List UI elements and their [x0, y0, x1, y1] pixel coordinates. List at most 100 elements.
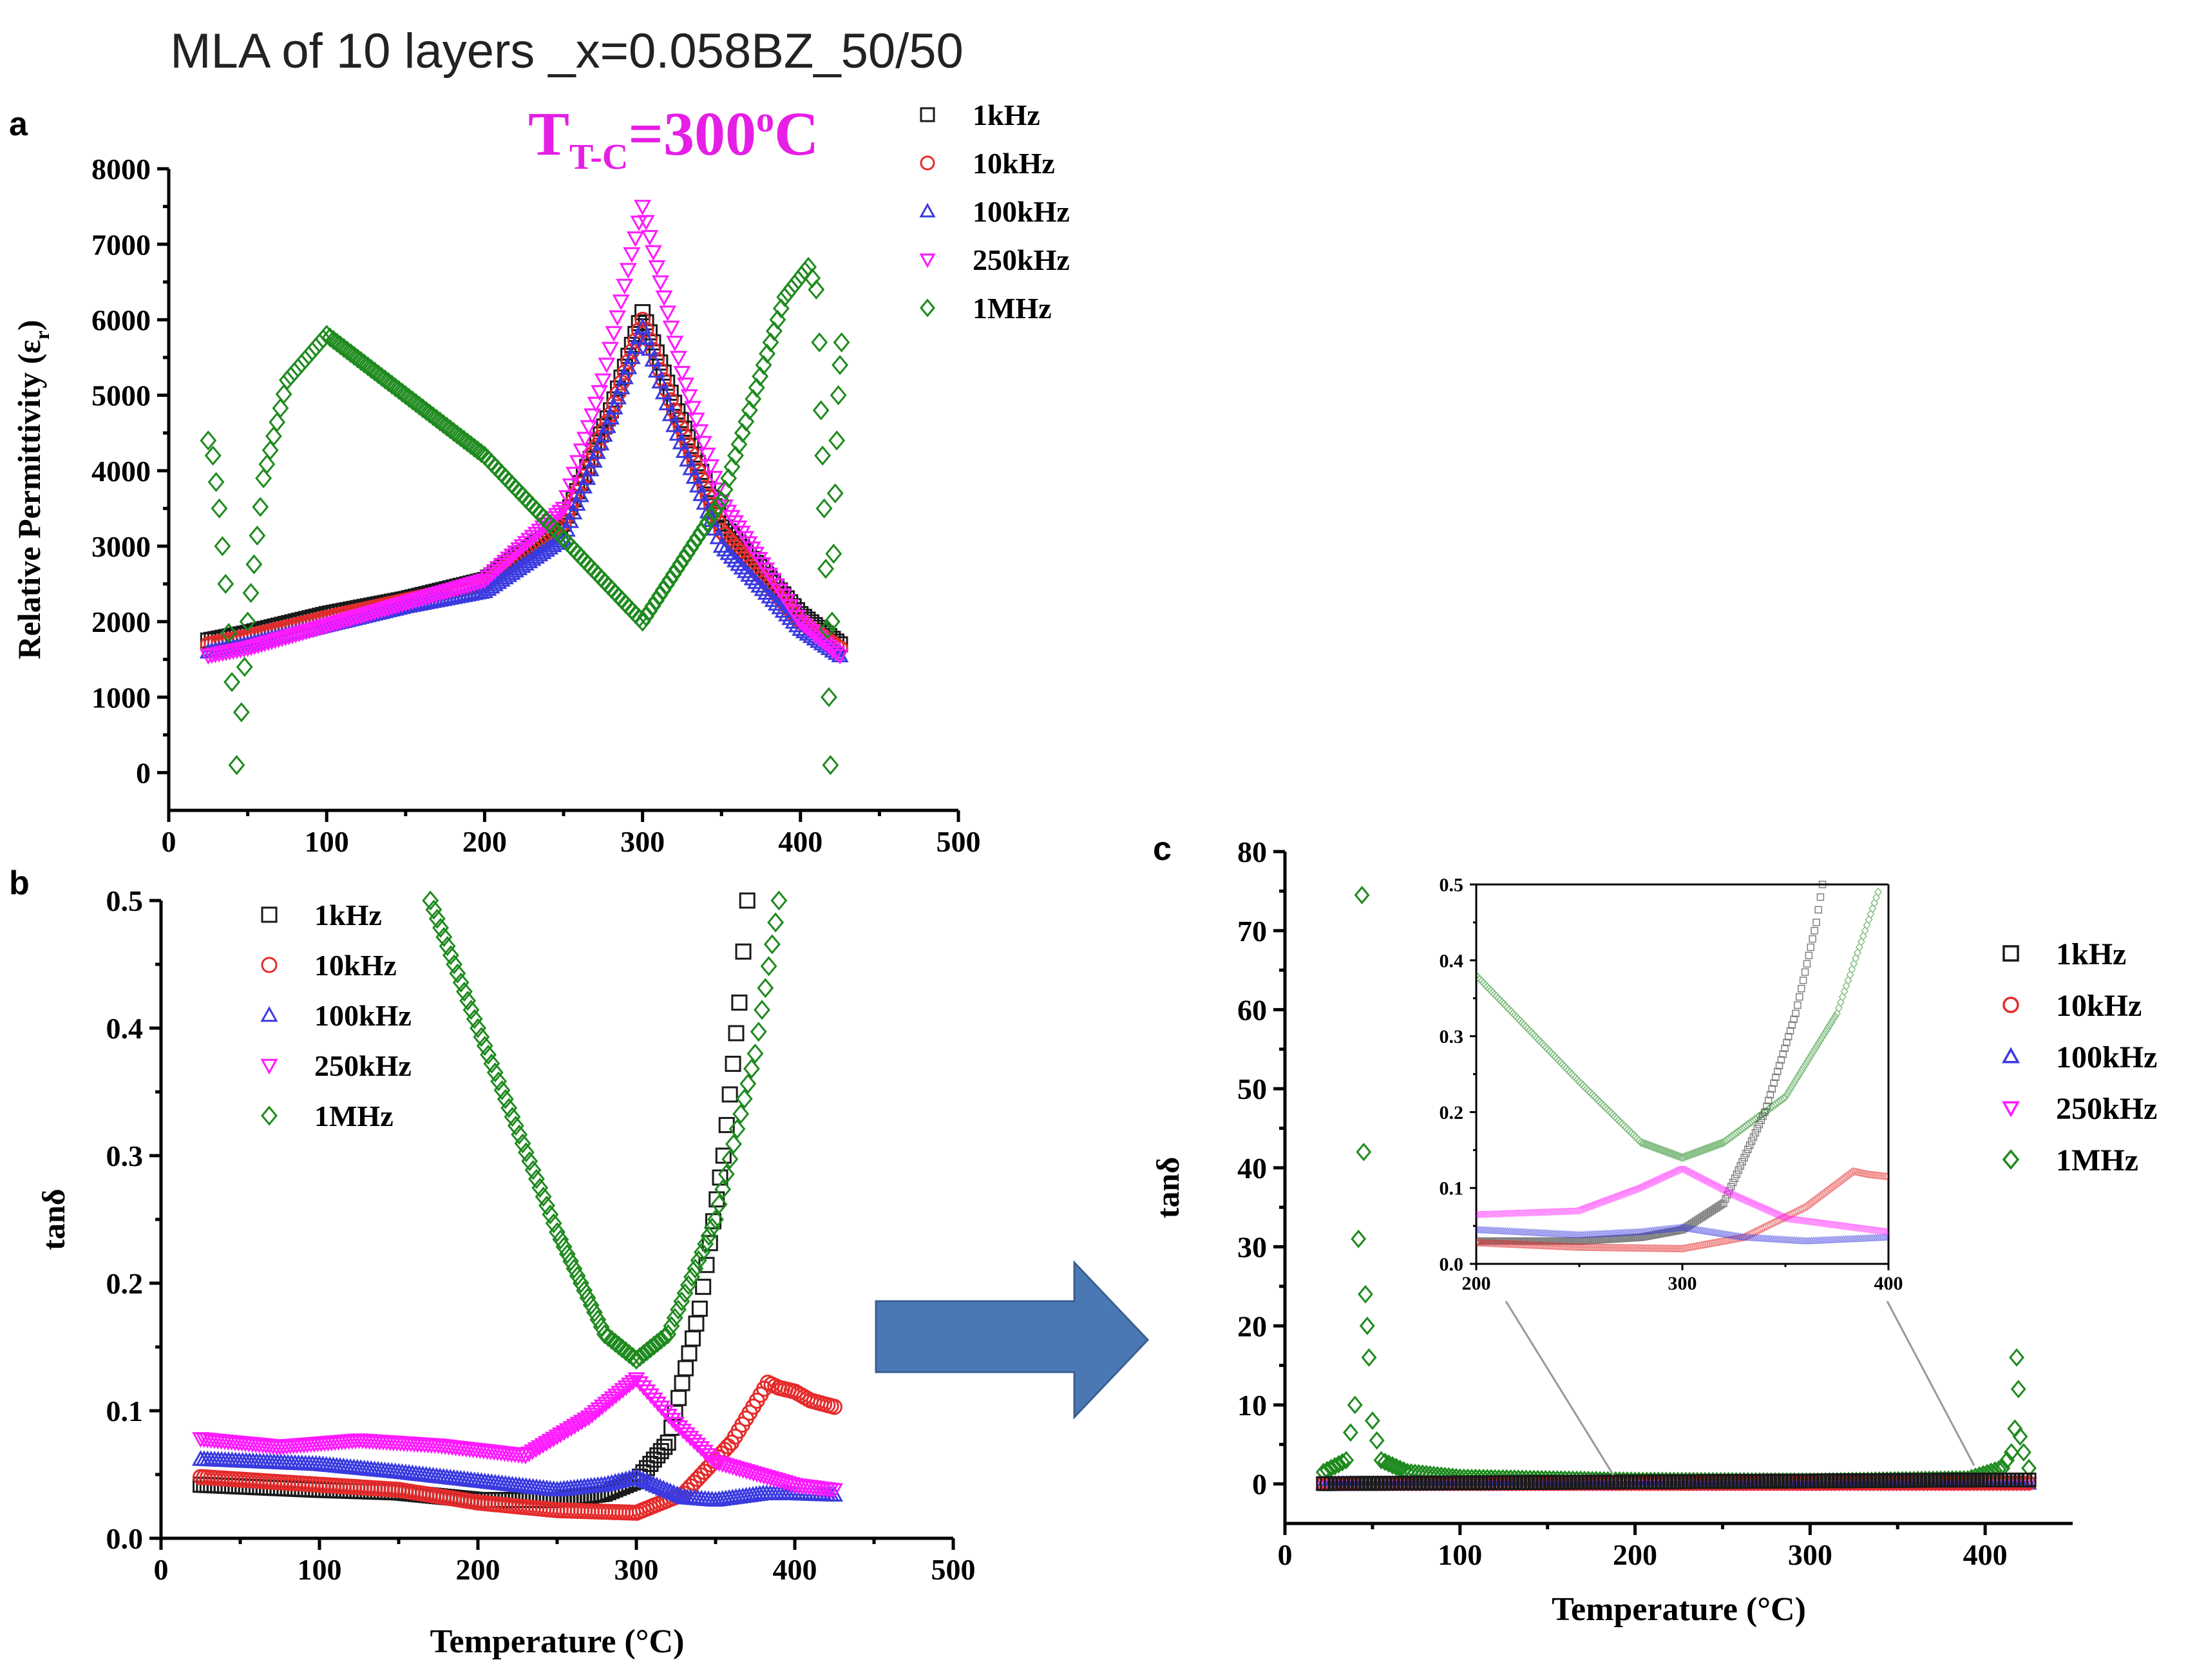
data-point-250khz [584, 408, 602, 425]
data-point-100khz [1884, 1233, 1888, 1241]
data-point-1mhz [696, 517, 713, 537]
data-point-100khz [638, 1472, 656, 1489]
data-point-1mhz [699, 511, 716, 532]
data-point-250khz [1586, 1203, 1595, 1211]
data-point-250khz [1715, 1185, 1724, 1192]
data-point-250khz [779, 1476, 797, 1492]
data-point-1mhz [1384, 1456, 1400, 1475]
data-point-1mhz [476, 1036, 493, 1056]
data-point-250khz [503, 548, 521, 564]
data-point-1mhz [524, 1160, 542, 1180]
data-point-1mhz [555, 1236, 573, 1257]
y-tick-label: 0.5 [1440, 875, 1464, 896]
data-point-250khz [1648, 1179, 1657, 1187]
x-tick-label: 100 [1438, 1538, 1482, 1571]
data-point-250khz [1697, 1175, 1705, 1183]
data-point-1mhz [486, 1062, 504, 1083]
data-point-1khz [1738, 1158, 1746, 1166]
data-point-250khz [573, 1415, 591, 1431]
data-point-100khz [651, 1478, 669, 1494]
x-tick-label: 400 [773, 1553, 817, 1586]
data-point-1mhz [721, 1149, 739, 1169]
data-point-250khz [1684, 1169, 1692, 1176]
data-point-250khz [1680, 1167, 1689, 1174]
data-point-250khz [775, 1475, 794, 1491]
annotation-sup: o [756, 100, 774, 140]
data-point-1mhz [718, 1164, 735, 1185]
annotation-main: T [528, 99, 569, 168]
data-point-250khz [1624, 1189, 1632, 1198]
x-tick-label: 300 [1788, 1538, 1832, 1571]
data-point-250khz [593, 1399, 611, 1416]
data-point-10khz [1848, 1169, 1856, 1177]
data-point-250khz [1630, 1187, 1638, 1196]
data-point-250khz [517, 1449, 535, 1465]
data-point-250khz [605, 326, 623, 342]
data-point-100khz [613, 378, 631, 395]
data-point-100khz [740, 566, 758, 582]
data-point-250khz [673, 366, 691, 382]
data-point-1mhz [1354, 886, 1370, 904]
series-1mhz [200, 256, 850, 776]
data-point-250khz [701, 459, 720, 475]
data-point-250khz [649, 1397, 667, 1413]
data-point-1mhz [687, 1258, 704, 1279]
data-point-250khz [600, 1394, 618, 1410]
data-point-100khz [561, 512, 580, 528]
data-point-100khz [771, 598, 789, 615]
data-point-100khz [637, 329, 655, 345]
data-point-250khz [1575, 1207, 1584, 1216]
data-point-100khz [754, 580, 772, 597]
data-point-100khz [1476, 1225, 1481, 1233]
data-point-250khz [1678, 1166, 1687, 1174]
data-point-1mhz [820, 687, 837, 707]
data-point-1mhz [1358, 1284, 1373, 1304]
data-point-100khz [661, 1482, 680, 1498]
data-point-1khz [1747, 1137, 1756, 1145]
y-tick-label: 1000 [91, 681, 151, 714]
legend-label-1mhz: 1MHz [973, 292, 1052, 325]
data-point-250khz [1579, 1206, 1588, 1214]
data-point-1khz [1809, 935, 1816, 943]
data-point-100khz [641, 1473, 659, 1490]
legend-label-10khz: 10kHz [2056, 989, 2142, 1023]
y-axis-label: Relative Permittivity (εr) [11, 320, 53, 659]
annotation-unit: C [774, 99, 819, 168]
data-point-1mhz [497, 1089, 514, 1109]
x-tick-label: 500 [937, 825, 981, 858]
data-point-1mhz [314, 329, 332, 349]
data-point-1mhz [830, 385, 847, 406]
data-point-1mhz [1782, 1092, 1789, 1102]
legend-marker-10khz [2002, 997, 2019, 1013]
data-point-1khz [1792, 1009, 1800, 1018]
data-point-1mhz [1689, 1149, 1698, 1158]
data-point-250khz [506, 545, 524, 562]
data-point-1khz [1759, 1112, 1767, 1120]
data-point-250khz [1601, 1198, 1610, 1206]
data-point-1khz [1722, 1195, 1729, 1203]
data-point-1khz [1801, 968, 1809, 976]
y-tick-label: 60 [1237, 994, 1267, 1027]
data-point-1mhz [728, 1119, 746, 1140]
data-point-250khz [566, 1418, 584, 1435]
data-point-1mhz [668, 559, 685, 580]
x-tick-label: 500 [931, 1553, 976, 1586]
data-point-100khz [668, 1485, 686, 1502]
data-point-250khz [698, 447, 716, 464]
data-point-250khz [576, 1412, 594, 1429]
data-point-100khz [592, 434, 610, 451]
data-point-250khz [1884, 1228, 1888, 1237]
data-point-1mhz [706, 501, 723, 522]
data-point-1mhz [1714, 1140, 1722, 1149]
data-point-250khz [1605, 1196, 1613, 1204]
data-point-1khz [1816, 893, 1825, 901]
data-point-1mhz [1364, 1411, 1380, 1430]
data-point-250khz [594, 373, 612, 390]
inset-guide-right [1886, 1301, 1975, 1466]
legend-panel-c: 1kHz 10kHz 100kHz 250kHz 1MHz [2002, 937, 2157, 1178]
data-point-250khz [1590, 1202, 1599, 1210]
data-point-1mhz [644, 596, 661, 616]
data-point-1mhz [1356, 1142, 1372, 1161]
data-point-100khz [736, 562, 755, 578]
